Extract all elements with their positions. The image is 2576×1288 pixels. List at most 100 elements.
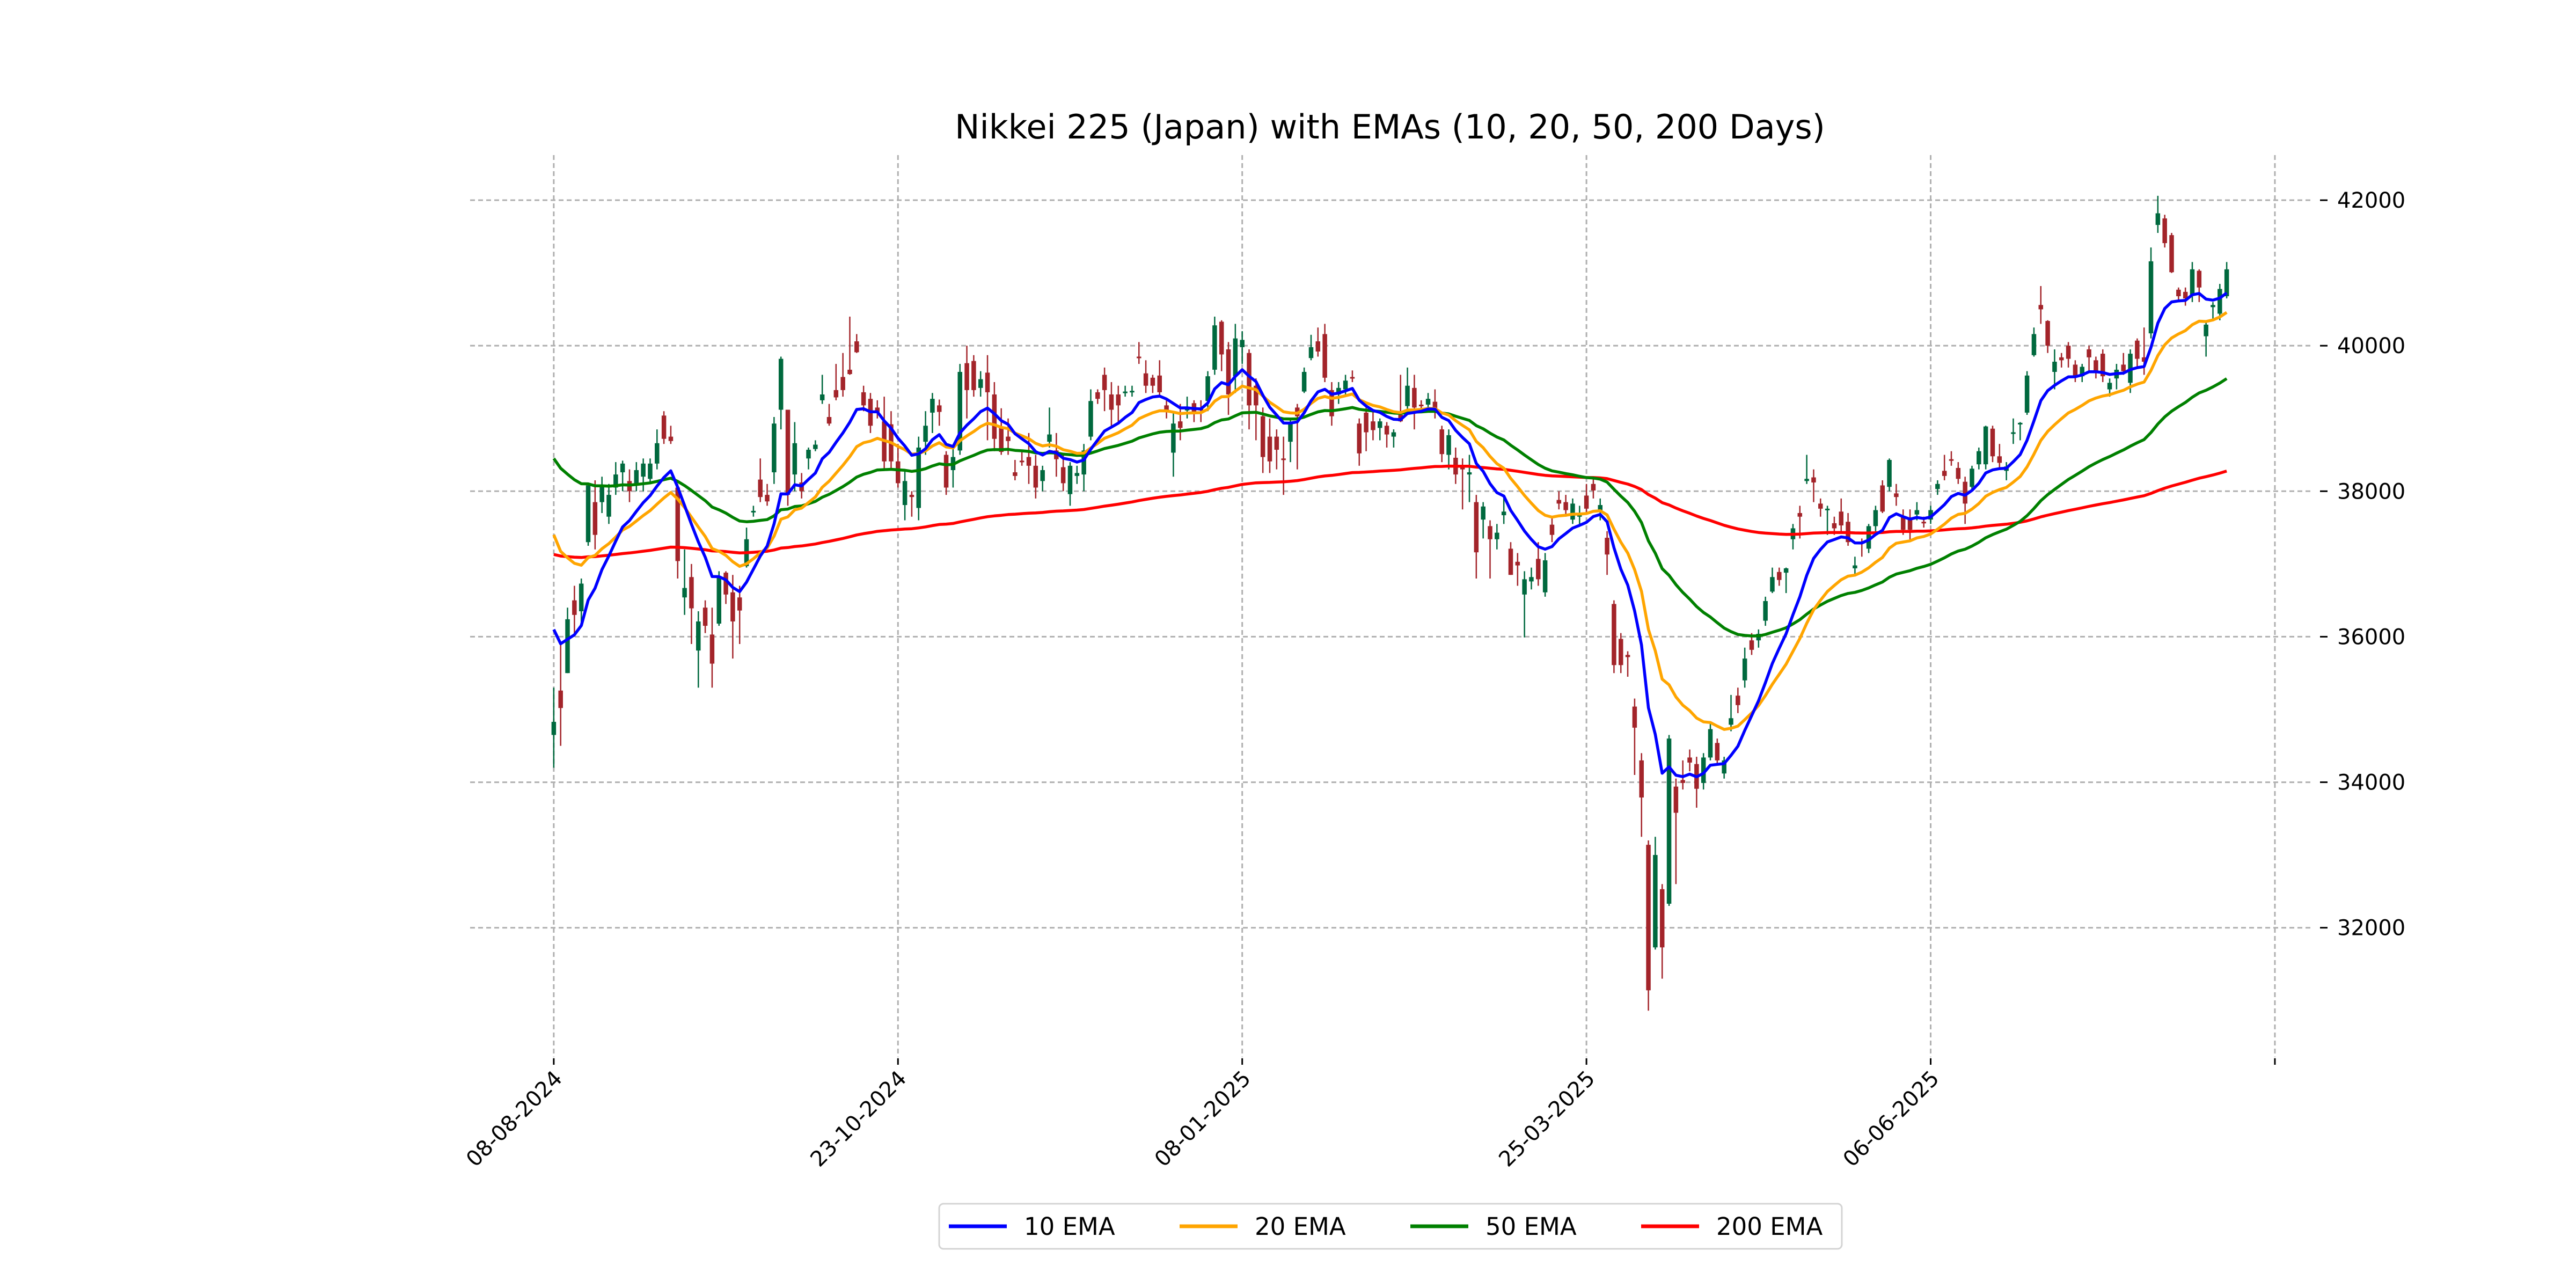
- candle-down: [2169, 233, 2174, 273]
- candle-up: [2080, 364, 2084, 382]
- candle-up: [806, 447, 811, 470]
- ema-lines: [552, 291, 2228, 779]
- candle-down: [1102, 367, 1107, 412]
- candle-down: [1680, 760, 1685, 790]
- candle-body: [1219, 321, 1224, 355]
- candle-up: [682, 549, 687, 615]
- candle-up: [1501, 495, 1506, 524]
- candle-body: [1763, 601, 1768, 621]
- candle-up: [1171, 411, 1176, 477]
- candle-down: [1777, 567, 1782, 586]
- candle-down: [1508, 542, 1513, 575]
- candle-down: [758, 458, 763, 502]
- grid-lines: [470, 155, 2310, 1057]
- candle-body: [1570, 503, 1575, 520]
- candle-body: [1047, 434, 1052, 442]
- candle-body: [1970, 469, 1974, 487]
- candle-down: [1412, 375, 1417, 430]
- chart-title: Nikkei 225 (Japan) with EMAs (10, 20, 50…: [955, 107, 1825, 147]
- candle-down: [1556, 491, 1562, 510]
- candle-body: [696, 621, 701, 651]
- candle-body: [1418, 404, 1424, 406]
- candle-body: [730, 592, 735, 621]
- candle-body: [709, 634, 715, 664]
- candle-body: [702, 608, 708, 626]
- candle-body: [2183, 291, 2188, 299]
- candle-body: [1749, 640, 1754, 650]
- candle-body: [1391, 432, 1396, 437]
- candle-body: [1605, 538, 1609, 555]
- candle-body: [1019, 460, 1024, 463]
- candle-down: [964, 346, 969, 419]
- candle-body: [1095, 392, 1100, 399]
- candle-body: [2031, 334, 2037, 355]
- candle-body: [2066, 346, 2071, 359]
- candle-body: [2073, 364, 2078, 377]
- candle-down: [909, 491, 914, 517]
- candle-body: [641, 463, 646, 477]
- candle-up: [1935, 480, 1940, 495]
- candle-body: [1288, 423, 1293, 442]
- candle-down: [1350, 370, 1355, 382]
- candle-body: [2169, 235, 2174, 273]
- candle-down: [1329, 382, 1334, 426]
- candle-down: [1584, 484, 1589, 513]
- candle-body: [1116, 394, 1121, 406]
- candle-down: [875, 400, 880, 419]
- candle-body: [792, 443, 797, 475]
- candle-down: [702, 600, 708, 633]
- candle-body: [1818, 503, 1823, 509]
- candle-down: [2135, 338, 2140, 368]
- candle-down: [1549, 516, 1555, 543]
- candle-body: [1240, 340, 1245, 347]
- candle-body: [1254, 385, 1258, 406]
- candle-body: [2018, 422, 2023, 425]
- candle-up: [1391, 429, 1396, 448]
- candle-up: [1212, 316, 1217, 375]
- candle-down: [1907, 509, 1913, 543]
- candle-up: [819, 375, 825, 404]
- candle-down: [689, 564, 694, 644]
- candle-body: [1598, 505, 1603, 510]
- candle-body: [1729, 718, 1733, 725]
- candle-body: [2176, 289, 2181, 296]
- legend-box: [938, 1203, 1843, 1250]
- candle-down: [2038, 286, 2044, 324]
- candle-down: [1384, 422, 1389, 448]
- candle-body: [833, 390, 839, 398]
- candle-body: [1907, 519, 1913, 530]
- y-axis: 32000 34000 36000 38000 40000 42000: [2320, 188, 2405, 941]
- candle-body: [854, 341, 859, 353]
- candle-up: [772, 417, 777, 484]
- candle-down: [847, 316, 852, 375]
- candle-body: [1866, 526, 1871, 549]
- candle-up: [1233, 324, 1238, 393]
- candle-up: [648, 458, 653, 484]
- candle-down: [1605, 531, 1609, 575]
- candle-down: [2197, 269, 2202, 302]
- candle-body: [1646, 845, 1651, 991]
- candle-up: [1067, 462, 1073, 506]
- candle-up: [1308, 334, 1314, 361]
- candle-down: [2121, 353, 2126, 375]
- candle-body: [1983, 426, 1988, 465]
- candle-down: [1625, 651, 1630, 677]
- candle-body: [806, 450, 811, 459]
- candle-body: [648, 463, 653, 479]
- ema-line-20: [552, 311, 2228, 731]
- candle-body: [2190, 269, 2195, 296]
- candle-body: [1102, 375, 1107, 390]
- candle-down: [1095, 389, 1100, 404]
- candle-body: [847, 369, 852, 375]
- candle-body: [1467, 472, 1472, 475]
- candle-body: [1336, 387, 1341, 395]
- legend-label-200: 200 EMA: [1716, 1212, 1823, 1241]
- candle-body: [1770, 577, 1775, 592]
- candle-body: [1040, 470, 1045, 481]
- candle-body: [1054, 450, 1059, 459]
- candle-body: [1405, 385, 1410, 406]
- candle-body: [1495, 532, 1499, 539]
- candle-body: [1887, 460, 1892, 487]
- candle-body: [971, 361, 976, 390]
